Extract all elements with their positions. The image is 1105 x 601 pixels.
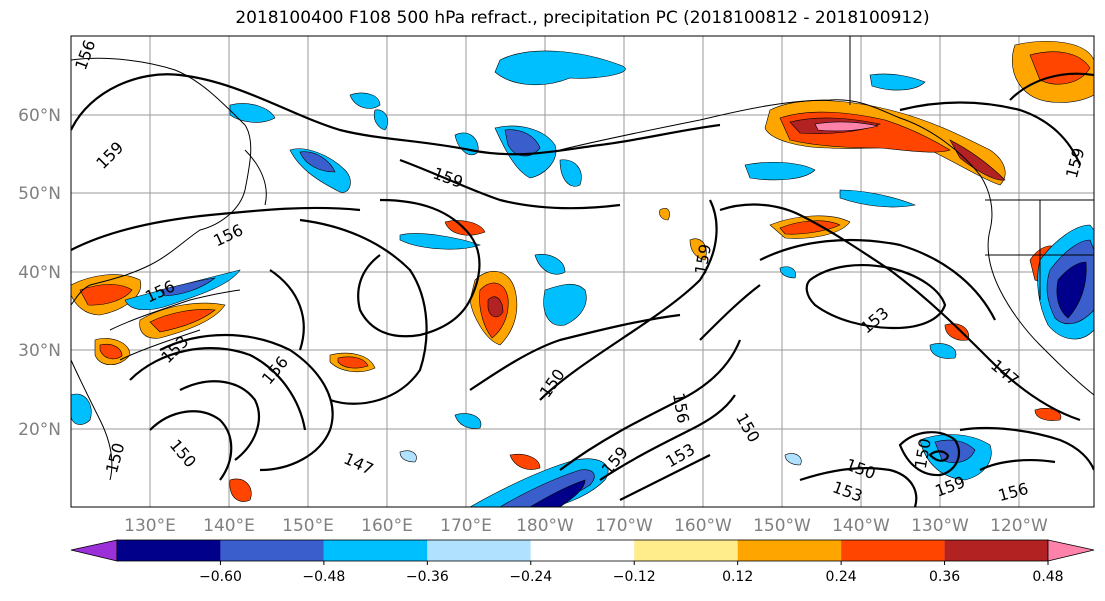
map-title: 2018100400 F108 500 hPa refract., precip… bbox=[235, 8, 930, 28]
lat-label: 30°N bbox=[18, 341, 61, 361]
colorbar-tick-label: −0.12 bbox=[613, 569, 656, 585]
lon-label: 130°E bbox=[124, 516, 176, 536]
lon-label: 170°W bbox=[595, 516, 653, 536]
lon-label: 130°W bbox=[911, 516, 969, 536]
refractivity-contours bbox=[71, 72, 1094, 507]
lon-label: 160°W bbox=[674, 516, 732, 536]
latitude-axis: 60°N 50°N 40°N 30°N 20°N bbox=[18, 106, 61, 440]
longitude-axis: 130°E 140°E 150°E 160°E 170°E 180°W 170°… bbox=[124, 516, 1048, 536]
colorbar-extend-max bbox=[1047, 539, 1095, 562]
colorbar-swatch bbox=[841, 540, 945, 561]
colorbar-swatch bbox=[944, 540, 1048, 561]
lon-label: 180°W bbox=[516, 516, 574, 536]
colorbar-tick-label: 0.24 bbox=[826, 569, 857, 585]
colorbar-swatch bbox=[427, 540, 531, 561]
lon-label: 140°W bbox=[832, 516, 890, 536]
colorbar-swatch bbox=[530, 540, 635, 561]
lon-label: 150°E bbox=[282, 516, 334, 536]
lat-label: 60°N bbox=[18, 106, 61, 126]
precipitation-shading bbox=[71, 41, 1094, 507]
lon-label: 120°W bbox=[990, 516, 1048, 536]
colorbar-swatch bbox=[634, 540, 738, 561]
colorbar-swatch bbox=[117, 540, 221, 561]
colorbar-tick-label: 0.36 bbox=[929, 569, 960, 585]
colorbar-tick-label: −0.24 bbox=[509, 569, 552, 585]
lon-label: 140°E bbox=[203, 516, 255, 536]
lat-label: 50°N bbox=[18, 184, 61, 204]
colorbar-swatch bbox=[220, 540, 324, 561]
colorbar-tick-label: −0.36 bbox=[406, 569, 449, 585]
colorbar-tick-label: 0.48 bbox=[1032, 569, 1063, 585]
colorbar-tick-label: −0.60 bbox=[199, 569, 242, 585]
colorbar: −0.60 −0.48 −0.36 −0.24 −0.12 0.12 0.24 0.36 0.4… bbox=[70, 539, 1095, 585]
graticule bbox=[71, 36, 1094, 507]
colorbar-swatch bbox=[323, 540, 428, 561]
lon-label: 160°E bbox=[361, 516, 413, 536]
coastlines bbox=[71, 36, 1094, 481]
colorbar-tick-label: 0.12 bbox=[722, 569, 753, 585]
lon-label: 150°W bbox=[753, 516, 811, 536]
lat-label: 40°N bbox=[18, 263, 61, 283]
map-frame bbox=[70, 35, 1095, 508]
lon-label: 170°E bbox=[440, 516, 492, 536]
colorbar-extend-min bbox=[70, 539, 118, 562]
colorbar-tick-label: −0.48 bbox=[302, 569, 345, 585]
colorbar-swatch bbox=[737, 540, 842, 561]
lat-label: 20°N bbox=[18, 420, 61, 440]
